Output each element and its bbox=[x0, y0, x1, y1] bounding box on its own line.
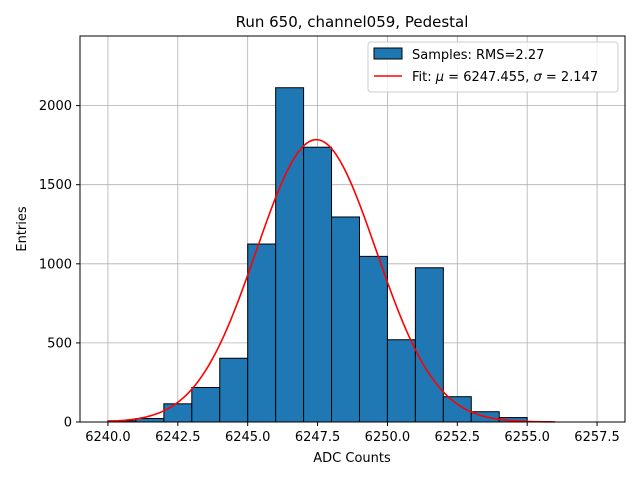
legend: Samples: RMS=2.27 Fit: μ = 6247.455, σ =… bbox=[367, 41, 619, 93]
legend-swatch-samples bbox=[373, 47, 403, 60]
x-tick-label: 6250.0 bbox=[365, 430, 411, 445]
y-axis-ticks: 0 500 1000 1500 2000 bbox=[39, 99, 80, 431]
x-axis-label: ADC Counts bbox=[313, 451, 391, 466]
legend-sigma-symbol: σ bbox=[534, 70, 543, 85]
histogram-bar bbox=[303, 146, 333, 423]
plot-frame bbox=[79, 35, 626, 423]
y-tick-label: 1500 bbox=[39, 178, 72, 193]
histogram-bar bbox=[247, 243, 277, 423]
legend-fit-prefix: Fit: bbox=[412, 70, 436, 85]
y-tick-label: 1000 bbox=[39, 257, 72, 272]
x-axis-ticks: 6240.0 6242.5 6245.0 6247.5 6250.0 6252.5 6255… bbox=[85, 422, 620, 445]
histogram-bar bbox=[386, 339, 416, 423]
histogram-bar bbox=[331, 216, 360, 423]
y-tick-label: 500 bbox=[47, 336, 72, 351]
y-tick-label: 0 bbox=[64, 416, 72, 431]
x-tick-label: 6257.5 bbox=[574, 430, 620, 445]
x-tick-label: 6242.5 bbox=[155, 430, 201, 445]
legend-mu-symbol: μ bbox=[435, 70, 444, 85]
legend-sigma-value: = 2.147 bbox=[542, 70, 598, 85]
x-tick-label: 6252.5 bbox=[435, 430, 481, 445]
histogram-bar bbox=[275, 87, 305, 423]
fit-curve bbox=[107, 138, 556, 423]
legend-box bbox=[367, 41, 619, 93]
y-tick-label: 2000 bbox=[39, 99, 72, 114]
chart-title: Run 650, channel059, Pedestal bbox=[236, 13, 469, 31]
legend-mu-value: = 6247.455, bbox=[444, 70, 533, 85]
histogram-bar bbox=[163, 403, 193, 423]
histogram-bars bbox=[107, 87, 528, 423]
histogram-bar bbox=[219, 357, 249, 423]
y-axis-label: Entries bbox=[15, 206, 30, 252]
legend-label-samples: Samples: RMS=2.27 bbox=[412, 48, 544, 63]
histogram-bar bbox=[414, 267, 444, 423]
histogram-bar bbox=[191, 387, 221, 423]
x-tick-label: 6247.5 bbox=[295, 430, 341, 445]
x-tick-label: 6255.0 bbox=[504, 430, 550, 445]
histogram-bar bbox=[358, 255, 388, 423]
legend-label-fit: Fit: μ = 6247.455, σ = 2.147 bbox=[412, 70, 598, 85]
x-tick-label: 6240.0 bbox=[85, 430, 131, 445]
x-tick-label: 6245.0 bbox=[225, 430, 271, 445]
histogram-bar bbox=[135, 418, 165, 423]
